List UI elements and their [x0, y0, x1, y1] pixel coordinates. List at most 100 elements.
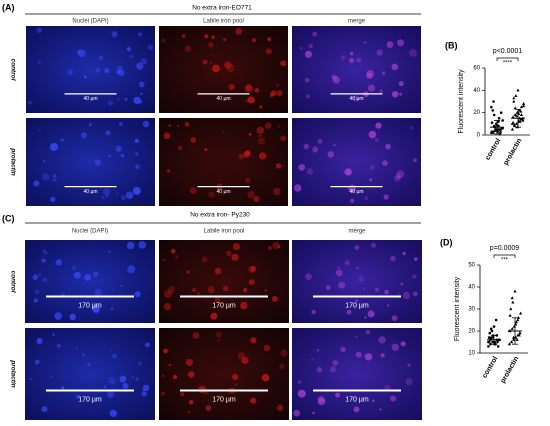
cell-spot: [402, 291, 411, 300]
cell-spot: [121, 50, 124, 53]
scale-bar-label: 40 µm: [84, 96, 98, 102]
data-point: [512, 338, 516, 341]
cell-spot: [407, 363, 411, 367]
cell-spot: [280, 135, 287, 142]
y-tick-label: 10: [468, 351, 475, 357]
cell-spot: [247, 96, 255, 104]
data-point: [514, 94, 518, 98]
cell-spot: [250, 337, 257, 344]
cell-spot: [244, 84, 253, 93]
cell-spot: [210, 312, 218, 320]
cell-spot: [402, 251, 406, 256]
cell-spot: [131, 376, 134, 379]
cell-spot: [379, 89, 383, 93]
data-point: [509, 307, 513, 311]
cell-spot: [126, 241, 135, 250]
cell-spot: [385, 143, 391, 150]
data-point: [513, 113, 517, 116]
cell-spot: [369, 178, 373, 182]
data-point: [512, 99, 516, 103]
cell-spot: [75, 347, 78, 350]
cell-spot: [224, 61, 232, 69]
scale-bar-label: 170 µm: [78, 396, 102, 403]
data-point: [494, 318, 498, 322]
cell-spot: [317, 139, 323, 144]
cell-spot: [340, 55, 346, 60]
cell-spot: [308, 43, 314, 49]
cell-spot: [142, 120, 150, 128]
cell-spot: [235, 27, 243, 35]
cell-spot: [124, 97, 128, 101]
cell-spot: [177, 125, 180, 128]
cell-spot: [189, 187, 197, 195]
cell-spot: [249, 265, 257, 272]
y-axis-label: Fluorescent intensity: [454, 276, 461, 341]
cell-spot: [391, 343, 400, 352]
cell-spot: [363, 41, 367, 45]
cell-spot: [391, 63, 399, 71]
data-point: [489, 327, 493, 331]
data-point: [487, 340, 491, 344]
data-point: [490, 121, 494, 125]
data-point: [516, 88, 520, 92]
cell-spot: [107, 100, 113, 106]
row-label: control: [9, 270, 16, 292]
cell-spot: [209, 61, 213, 65]
cell-spot: [271, 295, 278, 302]
cell-spot: [276, 83, 280, 87]
cell-spot: [163, 303, 172, 311]
cell-spot: [349, 51, 354, 56]
cell-spot: [104, 68, 110, 74]
micrograph: [159, 118, 288, 206]
cell-spot: [363, 287, 366, 290]
cell-spot: [106, 194, 109, 197]
cell-spot: [222, 285, 229, 292]
row-label: control: [9, 58, 16, 80]
micrograph: [159, 328, 289, 420]
cell-spot: [332, 360, 339, 366]
cell-spot: [34, 359, 40, 365]
cell-spot: [205, 405, 212, 412]
cell-spot: [134, 291, 141, 298]
cell-spot: [118, 122, 123, 126]
data-point: [491, 336, 494, 339]
cell-spot: [34, 289, 40, 294]
cell-spot: [338, 281, 346, 289]
micrograph: [292, 240, 422, 323]
cell-spot: [280, 349, 288, 357]
data-point: [499, 129, 502, 132]
cell-spot: [297, 380, 302, 384]
y-tick-label: 0: [477, 133, 481, 139]
cell-spot: [355, 351, 362, 358]
data-point: [490, 105, 493, 109]
cell-spot: [116, 65, 123, 72]
cell-spot: [379, 408, 382, 411]
cell-spot: [211, 35, 215, 39]
scale-bar-label: 40 µm: [217, 189, 231, 195]
cell-spot: [120, 284, 123, 288]
cell-spot: [217, 339, 221, 342]
data-point: [512, 96, 516, 100]
cell-spot: [54, 312, 62, 320]
cell-spot: [264, 122, 272, 129]
cell-spot: [333, 143, 336, 147]
cell-spot: [175, 255, 179, 259]
data-point: [511, 115, 515, 119]
cell-spot: [67, 69, 74, 75]
column-header: merge: [348, 229, 366, 235]
cell-spot: [344, 260, 350, 266]
cell-spot: [41, 406, 48, 413]
cell-spot: [356, 57, 362, 63]
data-point: [514, 320, 518, 324]
y-tick-label: 40: [473, 88, 480, 94]
cell-spot: [293, 184, 302, 192]
cell-spot: [234, 383, 237, 387]
panel-label: (A): [2, 2, 15, 12]
column-header: Nuclei (DAPI): [72, 19, 108, 25]
y-tick-label: 40: [468, 285, 475, 291]
cell-spot: [279, 364, 285, 370]
x-tick-label: prolactin: [499, 355, 520, 384]
cell-spot: [346, 309, 352, 315]
cell-spot: [171, 248, 176, 254]
data-point: [519, 109, 523, 113]
